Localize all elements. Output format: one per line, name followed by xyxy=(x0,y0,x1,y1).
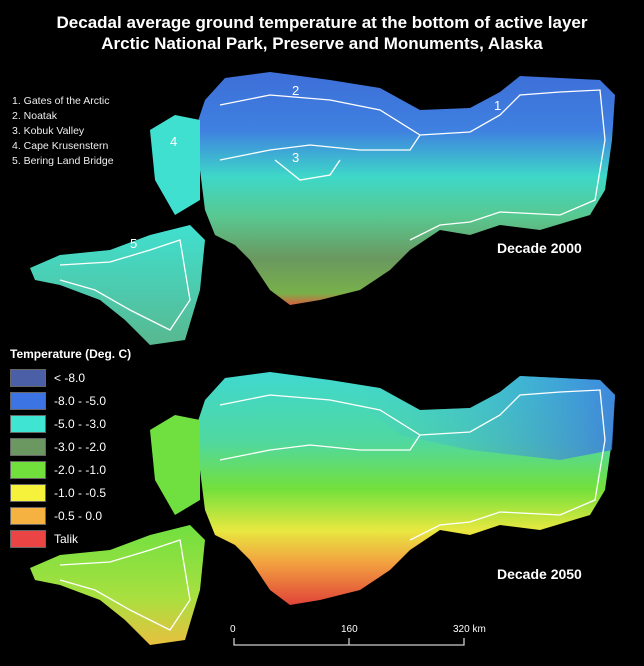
scale-tick-label: 0 xyxy=(230,624,236,635)
map-label-1: 1 xyxy=(494,98,501,113)
region-bering-land-bridge xyxy=(30,525,205,645)
legend-label: -8.0 - -5.0 xyxy=(54,393,107,408)
scale-tick-label: 320 km xyxy=(453,624,486,635)
park-list-item: 3. Kobuk Valley xyxy=(12,125,85,137)
park-boundary xyxy=(59,539,191,631)
park-list-item: 2. Noatak xyxy=(12,110,57,122)
title-line-2: Arctic National Park, Preserve and Monum… xyxy=(101,34,543,53)
park-boundary xyxy=(219,389,606,541)
park-list: 1. Gates of the Arctic 2. Noatak 3. Kobu… xyxy=(12,94,114,169)
legend-swatch xyxy=(10,414,46,433)
legend: Temperature (Deg. C) < -8.0 -8.0 - -5.0 -5… xyxy=(10,347,131,550)
map-label-4: 4 xyxy=(170,134,177,149)
legend-swatch xyxy=(10,437,46,456)
legend-swatch xyxy=(10,483,46,502)
park-boundary xyxy=(219,434,421,461)
scale-tick-label: 160 xyxy=(341,624,358,635)
map-label-5: 5 xyxy=(130,236,137,251)
legend-swatch xyxy=(10,529,46,548)
legend-swatch xyxy=(10,391,46,410)
legend-label: -1.0 - -0.5 xyxy=(54,485,107,500)
park-boundary xyxy=(219,89,606,241)
region-bering-land-bridge xyxy=(30,225,205,345)
region-north-cold xyxy=(330,376,615,460)
legend-item: < -8.0 xyxy=(10,366,131,389)
legend-item: -1.0 - -0.5 xyxy=(10,481,131,504)
region-cape-krusenstern xyxy=(150,415,200,515)
scale-line xyxy=(233,638,465,646)
legend-label: < -8.0 xyxy=(54,370,86,385)
park-list-item: 1. Gates of the Arctic xyxy=(12,95,110,107)
map-title: Decadal average ground temperature at th… xyxy=(0,12,644,54)
legend-item: -8.0 - -5.0 xyxy=(10,389,131,412)
park-boundary xyxy=(219,134,421,161)
legend-title: Temperature (Deg. C) xyxy=(10,347,132,361)
legend-label: Talik xyxy=(54,531,79,546)
park-boundary xyxy=(59,239,191,331)
map-label-3: 3 xyxy=(292,150,299,165)
legend-item: -3.0 - -2.0 xyxy=(10,435,131,458)
map-panel-2050 xyxy=(30,372,615,645)
legend-item: -0.5 - 0.0 xyxy=(10,504,131,527)
legend-label: -2.0 - -1.0 xyxy=(54,462,107,477)
scale-bar: 0 160 320 km xyxy=(226,624,496,648)
legend-item: Talik xyxy=(10,527,131,550)
region-main xyxy=(195,72,615,305)
decade-2000-label: Decade 2000 xyxy=(497,240,582,256)
park-list-item: 5. Bering Land Bridge xyxy=(12,155,114,167)
map-panel-2000: 1 2 3 4 5 xyxy=(30,72,615,345)
legend-swatch xyxy=(10,460,46,479)
decade-2050-label: Decade 2050 xyxy=(497,566,582,582)
title-line-1: Decadal average ground temperature at th… xyxy=(56,13,588,32)
legend-label: -0.5 - 0.0 xyxy=(54,508,103,523)
region-cape-krusenstern xyxy=(150,115,200,215)
legend-swatch xyxy=(10,368,46,387)
map-label-2: 2 xyxy=(292,83,299,98)
legend-swatch xyxy=(10,506,46,525)
legend-label: -5.0 - -3.0 xyxy=(54,416,107,431)
park-boundary xyxy=(274,159,341,181)
legend-label: -3.0 - -2.0 xyxy=(54,439,107,454)
legend-item: -5.0 - -3.0 xyxy=(10,412,131,435)
legend-item: -2.0 - -1.0 xyxy=(10,458,131,481)
park-list-item: 4. Cape Krusenstern xyxy=(12,140,109,152)
